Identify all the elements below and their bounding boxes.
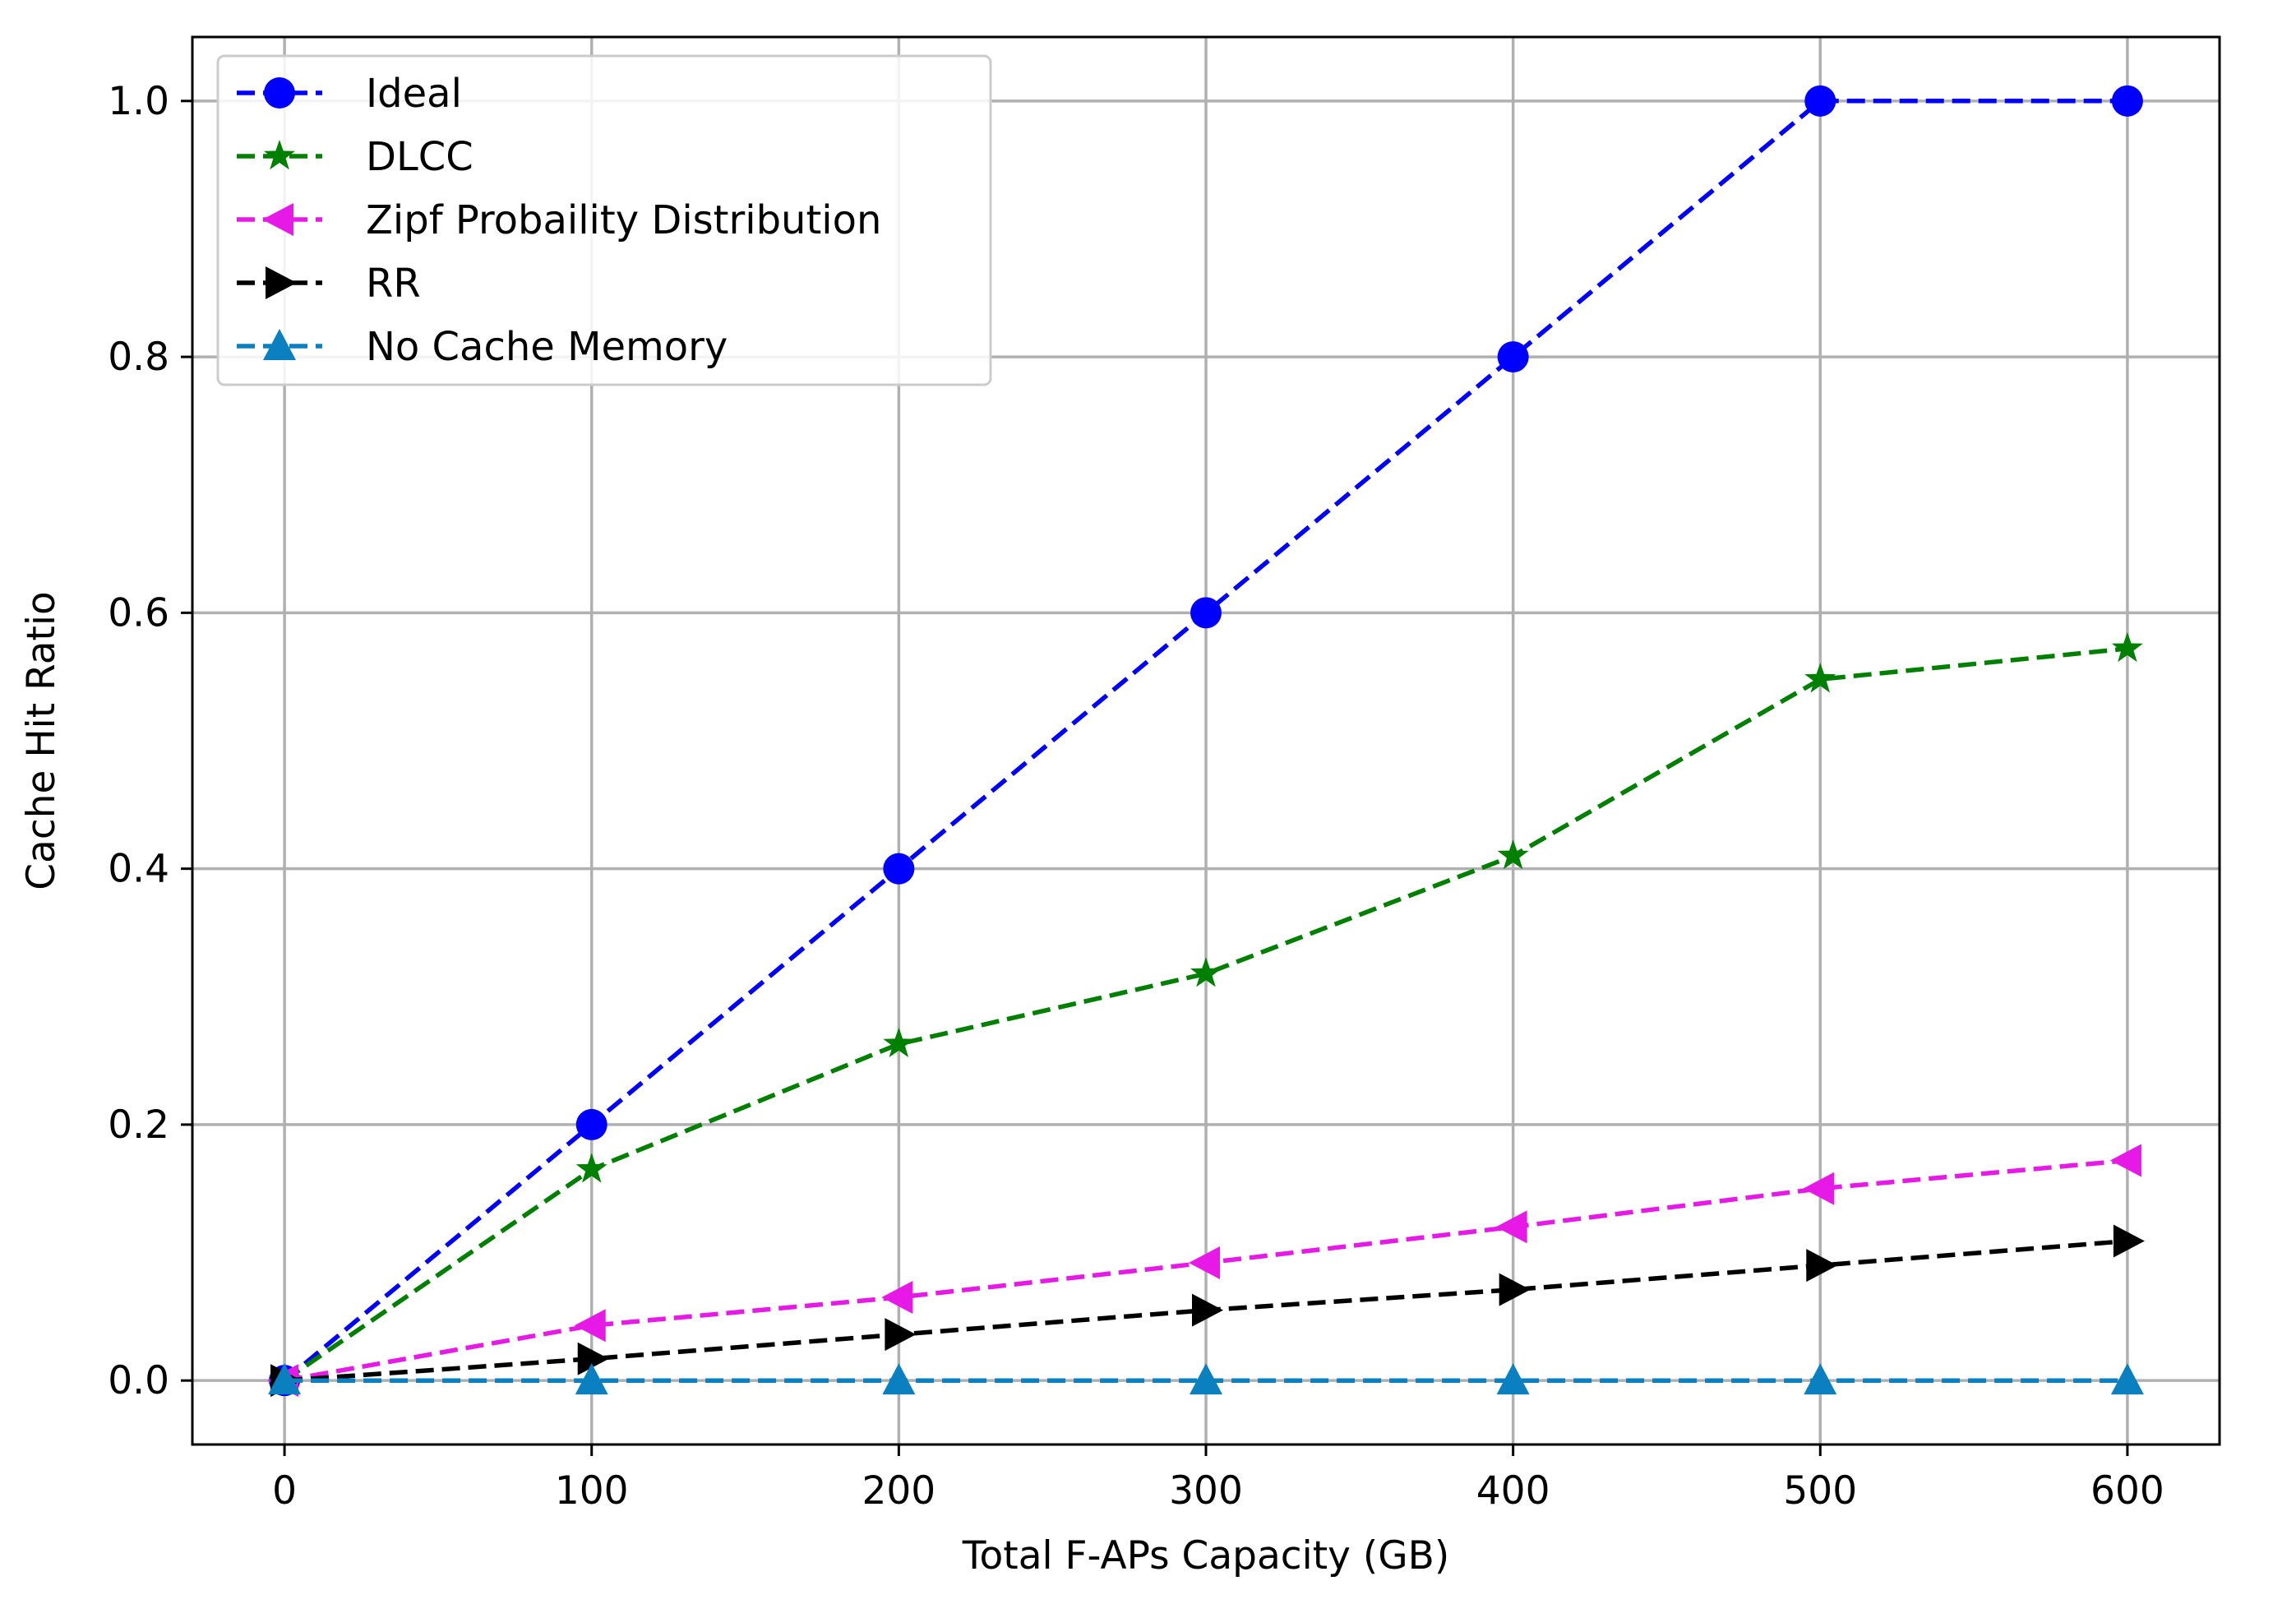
legend-label-ideal: Ideal [366,71,462,117]
data-point-no-cache-memory [1496,1363,1530,1395]
legend-label-zipf-probaility-distribution: Zipf Probaility Distribution [366,197,881,243]
legend: Ideal DLCC Zipf Probaility Distribution RR N… [216,54,992,386]
legend-box [216,54,992,386]
y-tick-label: 0.4 [108,847,169,892]
legend-marker-dlcc [264,140,295,170]
legend-marker-no-cache-memory [263,329,296,360]
data-point-rr [1499,1273,1531,1306]
data-point-ideal [575,1108,607,1140]
data-point-dlcc [883,1027,915,1057]
legend-marker-zipf-probaility-distribution [262,203,293,236]
data-point-zipf-probaility-distribution [574,1309,606,1343]
x-tick-label: 400 [1476,1468,1550,1514]
data-point-rr [2113,1224,2145,1258]
data-point-zipf-probaility-distribution [1495,1210,1527,1244]
x-tick-label: 500 [1783,1468,1857,1514]
y-axis-label: Cache Hit Ratio [19,591,64,890]
data-point-rr [1806,1249,1838,1283]
legend-label-rr: RR [366,261,421,307]
data-point-rr [577,1342,609,1375]
data-point-ideal [1497,341,1529,373]
data-point-ideal [2111,85,2143,117]
x-axis-label: Total F-APs Capacity (GB) [962,1533,1449,1579]
y-tick-label: 1.0 [108,79,169,124]
data-point-rr [885,1318,917,1352]
data-point-zipf-probaility-distribution [2109,1144,2141,1177]
data-point-zipf-probaility-distribution [1189,1246,1220,1279]
legend-marker-ideal [264,77,295,109]
data-point-no-cache-memory [1804,1363,1837,1395]
plot-frame [191,35,2221,1446]
series-no-cache-memory [268,1363,2144,1395]
data-point-no-cache-memory [575,1363,608,1395]
y-tick-label: 0.0 [108,1358,169,1403]
legend-label-dlcc: DLCC [366,134,474,180]
legend-marker-rr [266,266,297,299]
y-tick-label: 0.8 [108,335,169,380]
x-tick-label: 300 [1169,1468,1243,1514]
x-tick-label: 200 [862,1468,936,1514]
data-point-ideal [1190,597,1222,629]
x-tick-label: 600 [2090,1468,2164,1514]
data-point-ideal [1804,85,1836,117]
x-tick-label: 100 [555,1468,629,1514]
data-point-no-cache-memory [268,1363,302,1395]
data-point-dlcc [1804,663,1836,693]
ticks: 0 100 200 300 400 500 600 0.0 0.2 0.4 0.6 0.8 1.0 [108,79,2164,1514]
data-point-no-cache-memory [1190,1363,1222,1395]
legend-label-no-cache-memory: No Cache Memory [366,324,728,370]
data-point-zipf-probaility-distribution [1803,1172,1835,1205]
x-tick-label: 0 [272,1468,297,1514]
y-tick-label: 0.2 [108,1102,169,1148]
y-tick-label: 0.6 [108,590,169,636]
data-point-zipf-probaility-distribution [881,1281,913,1315]
series-layer [267,85,2145,1398]
data-point-dlcc [575,1153,607,1183]
data-point-no-cache-memory [882,1363,916,1395]
data-point-dlcc [2111,631,2143,663]
data-point-dlcc [1190,957,1222,987]
data-point-ideal [883,853,915,885]
data-point-no-cache-memory [2110,1363,2144,1395]
data-point-rr [1192,1293,1223,1327]
data-point-dlcc [1497,839,1529,870]
